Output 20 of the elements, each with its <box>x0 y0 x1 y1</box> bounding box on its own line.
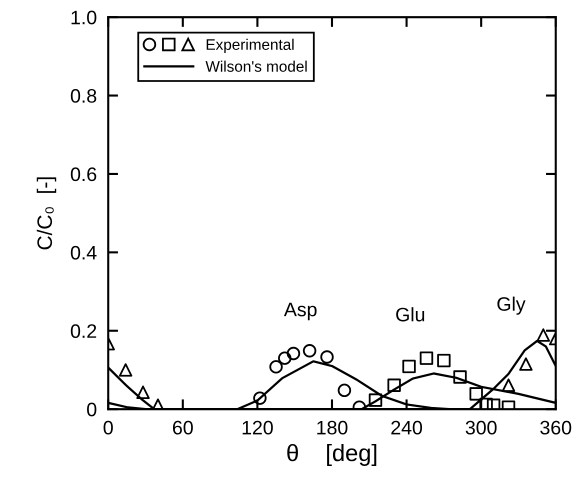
legend-label: Experimental <box>206 38 294 53</box>
x-tick-label: 60 <box>172 420 193 435</box>
x-tick-label: 300 <box>466 420 497 435</box>
x-tick-label: 240 <box>391 420 422 435</box>
x-tick-label: 0 <box>104 420 113 435</box>
y-tick-label: 0.2 <box>70 324 96 338</box>
x-axis-title: θ [deg] <box>287 444 376 466</box>
y-tick-label: 0.6 <box>70 167 96 182</box>
annotation: Glu <box>396 307 424 322</box>
y-axis-title: C/C₀ [-] <box>36 177 56 250</box>
annotation: Asp <box>284 302 317 320</box>
y-tick-label: 0 <box>87 402 96 416</box>
y-tick-label: 0.8 <box>70 89 96 103</box>
x-tick-label: 180 <box>317 420 348 435</box>
x-tick-label: 120 <box>242 420 273 435</box>
y-tick-label: 0.4 <box>70 246 97 260</box>
annotation: Gly <box>497 296 526 315</box>
legend-label: Wilson's model <box>206 60 307 72</box>
y-tick-label: 1.0 <box>72 10 96 24</box>
x-tick-label: 360 <box>540 420 572 435</box>
